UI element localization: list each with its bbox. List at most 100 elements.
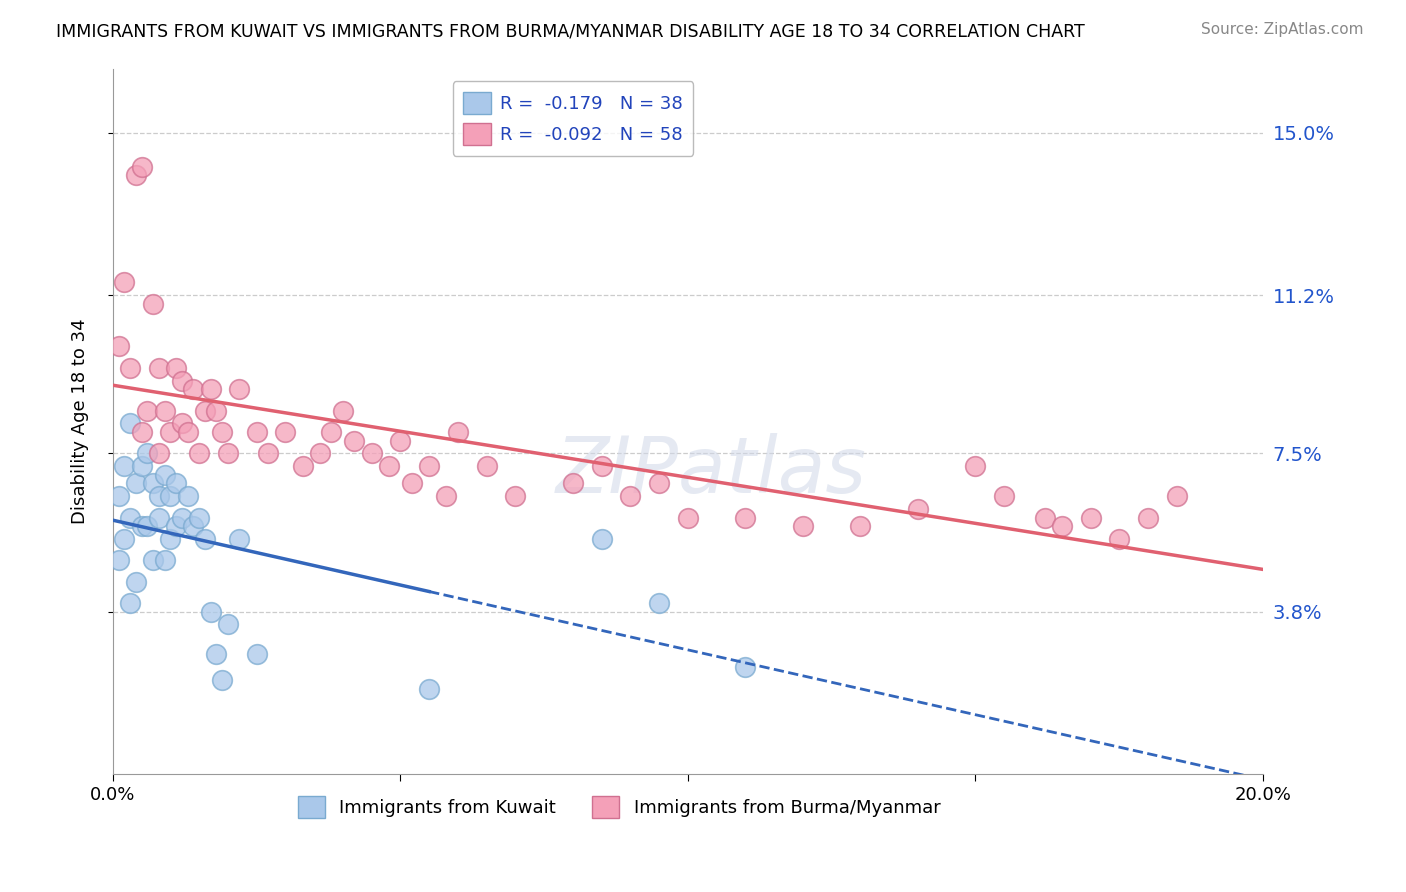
Point — [107, 339, 129, 353]
Point — [120, 510, 142, 524]
Point — [246, 425, 269, 439]
Y-axis label: Disability Age 18 to 34: Disability Age 18 to 34 — [72, 318, 89, 524]
Point — [165, 360, 187, 375]
Point — [1050, 519, 1073, 533]
Point — [505, 489, 527, 503]
Point — [159, 532, 181, 546]
Point — [183, 519, 205, 533]
Point — [125, 574, 148, 589]
Point — [389, 434, 412, 448]
Point — [734, 510, 756, 524]
Point — [200, 382, 222, 396]
Point — [176, 489, 198, 503]
Point — [131, 519, 153, 533]
Point — [188, 510, 211, 524]
Point — [131, 459, 153, 474]
Point — [148, 489, 170, 503]
Point — [112, 532, 135, 546]
Point — [475, 459, 498, 474]
Text: ZIPatlas: ZIPatlas — [555, 433, 866, 508]
Point — [170, 510, 193, 524]
Point — [136, 403, 159, 417]
Point — [107, 489, 129, 503]
Point — [142, 476, 165, 491]
Point — [217, 617, 239, 632]
Point — [378, 459, 401, 474]
Point — [194, 403, 217, 417]
Point — [332, 403, 354, 417]
Point — [148, 446, 170, 460]
Point — [401, 476, 423, 491]
Point — [1033, 510, 1056, 524]
Point — [188, 446, 211, 460]
Text: IMMIGRANTS FROM KUWAIT VS IMMIGRANTS FROM BURMA/MYANMAR DISABILITY AGE 18 TO 34 : IMMIGRANTS FROM KUWAIT VS IMMIGRANTS FRO… — [56, 22, 1085, 40]
Point — [648, 596, 671, 610]
Point — [217, 446, 239, 460]
Point — [176, 425, 198, 439]
Point — [1166, 489, 1188, 503]
Point — [1080, 510, 1102, 524]
Point — [165, 519, 187, 533]
Point — [321, 425, 343, 439]
Point — [120, 360, 142, 375]
Point — [112, 459, 135, 474]
Point — [194, 532, 217, 546]
Point — [648, 476, 671, 491]
Point — [257, 446, 280, 460]
Point — [153, 403, 176, 417]
Point — [136, 519, 159, 533]
Point — [131, 425, 153, 439]
Text: Source: ZipAtlas.com: Source: ZipAtlas.com — [1201, 22, 1364, 37]
Point — [965, 459, 987, 474]
Point — [993, 489, 1015, 503]
Point — [211, 673, 233, 687]
Point — [159, 425, 181, 439]
Point — [153, 467, 176, 482]
Point — [205, 648, 228, 662]
Point — [309, 446, 332, 460]
Point — [1108, 532, 1130, 546]
Point — [360, 446, 382, 460]
Point — [676, 510, 699, 524]
Point — [228, 532, 250, 546]
Point — [148, 360, 170, 375]
Point — [205, 403, 228, 417]
Point — [274, 425, 297, 439]
Point — [170, 417, 193, 431]
Point — [142, 296, 165, 310]
Point — [246, 648, 269, 662]
Point — [153, 553, 176, 567]
Point — [136, 446, 159, 460]
Point — [200, 605, 222, 619]
Point — [148, 510, 170, 524]
Point — [591, 532, 613, 546]
Legend: Immigrants from Kuwait, Immigrants from Burma/Myanmar: Immigrants from Kuwait, Immigrants from … — [291, 789, 948, 825]
Point — [436, 489, 458, 503]
Point — [619, 489, 641, 503]
Point — [418, 459, 440, 474]
Point — [849, 519, 872, 533]
Point — [228, 382, 250, 396]
Point — [120, 417, 142, 431]
Point — [211, 425, 233, 439]
Point — [131, 160, 153, 174]
Point — [447, 425, 470, 439]
Point — [112, 276, 135, 290]
Point — [125, 476, 148, 491]
Point — [561, 476, 583, 491]
Point — [183, 382, 205, 396]
Point — [120, 596, 142, 610]
Point — [734, 660, 756, 674]
Point — [418, 681, 440, 696]
Point — [792, 519, 814, 533]
Point — [170, 374, 193, 388]
Point — [165, 476, 187, 491]
Point — [159, 489, 181, 503]
Point — [1137, 510, 1160, 524]
Point — [343, 434, 366, 448]
Point — [142, 553, 165, 567]
Point — [591, 459, 613, 474]
Point — [291, 459, 314, 474]
Point — [107, 553, 129, 567]
Point — [907, 502, 929, 516]
